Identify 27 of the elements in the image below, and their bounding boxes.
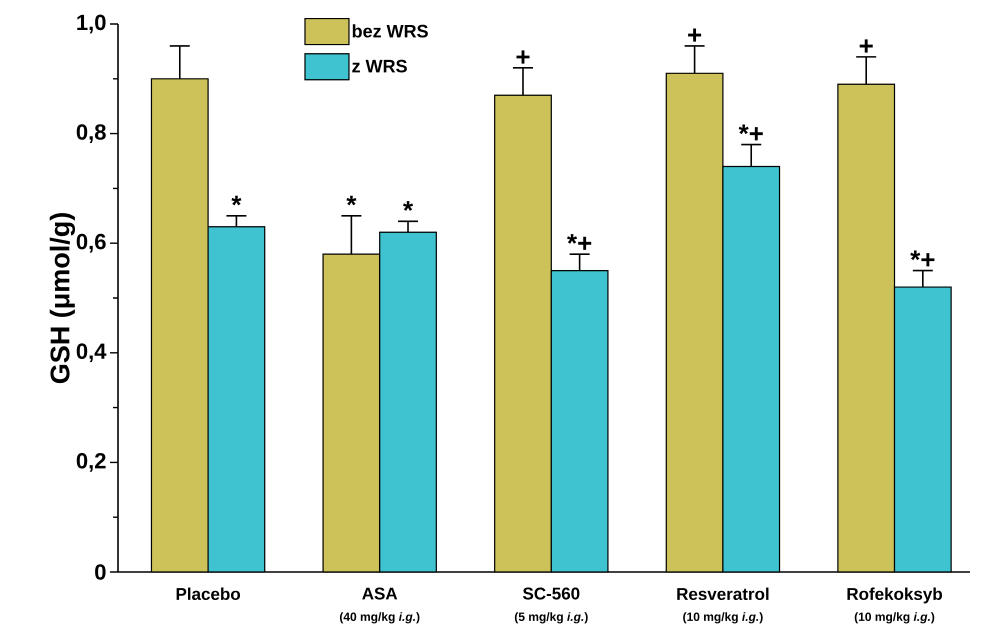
data-label: + [688,28,702,42]
text: (10 mg/kg i.g.) [683,612,763,624]
data-label: *+ [738,124,763,140]
y-tick-label: 0,4 [76,343,106,362]
text: (5 mg/kg i.g.) [514,612,588,624]
x-tick-label: ASA [362,588,398,600]
data-label: + [516,50,530,64]
data-label: * [346,196,356,206]
y-tick-label: 1,0 [77,14,106,34]
x-tick-label: Resveratrol [677,588,768,600]
y-tick-label: 0 [95,564,106,580]
x-tick-label: Placebo [176,588,240,600]
legend-label: z WRS [352,60,407,72]
y-tick-label: 0,2 [76,453,106,472]
x-tick-label: SC-560 [522,588,580,600]
y-tick-label: 0,6 [76,234,106,253]
legend-label: bez WRS [352,24,428,38]
text: (10 mg/kg i.g.) [854,612,934,624]
text: (40 mg/kg i.g.) [340,612,420,624]
y-axis-title: GSH (μmol/g) [50,213,76,384]
data-label: *+ [567,234,592,250]
x-tick-label: Rofekoksyb [847,588,942,604]
data-label: * [231,196,242,206]
y-tick-label: 0,8 [76,124,106,143]
data-label: + [860,39,873,53]
data-label: * [403,201,414,211]
data-label: *+ [910,250,934,266]
